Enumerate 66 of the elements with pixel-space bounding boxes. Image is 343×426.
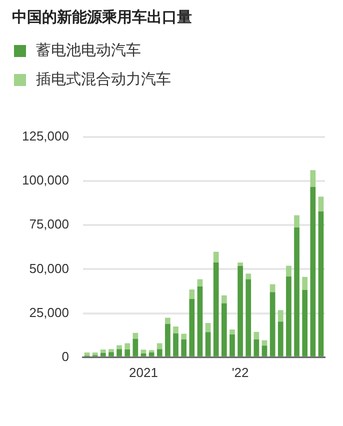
x-tick-label: 2021: [129, 364, 158, 380]
bar: [230, 334, 235, 356]
bar: [221, 295, 227, 304]
bar: [294, 227, 300, 356]
bar: [124, 349, 130, 356]
bar: [318, 211, 324, 356]
y-tick-label: 0: [62, 348, 69, 364]
y-tick-label: 100,000: [22, 172, 69, 188]
bar: [246, 279, 252, 356]
legend-label: 插电式混合动力汽车: [36, 70, 171, 89]
legend-label: 蓄电池电动汽车: [36, 41, 141, 60]
bar: [197, 286, 203, 356]
bar: [310, 170, 316, 187]
bar: [262, 346, 268, 356]
bar: [173, 333, 178, 356]
bar: [181, 339, 187, 356]
bar: [100, 349, 106, 353]
bar: [197, 279, 203, 287]
bar: [213, 252, 219, 263]
bar: [254, 332, 260, 340]
bar: [189, 299, 195, 356]
bar: [318, 196, 324, 212]
bar: [294, 215, 300, 228]
bar: [100, 352, 106, 356]
bar: [148, 352, 154, 356]
bar: [278, 310, 284, 322]
bar: [310, 186, 316, 356]
bar: [132, 338, 138, 356]
bar: [124, 343, 130, 350]
bar: [246, 274, 252, 280]
bar: [205, 323, 211, 332]
bar: [270, 292, 276, 356]
bar: [286, 266, 292, 276]
bar: [254, 339, 260, 356]
bar: [286, 276, 292, 356]
bar: [165, 318, 170, 324]
bar: [221, 303, 227, 356]
bar: [108, 352, 114, 356]
bar: [213, 262, 219, 356]
bar: [189, 290, 195, 300]
bar: [181, 334, 187, 340]
bar: [140, 354, 146, 356]
bar: [116, 345, 122, 350]
bar: [140, 350, 146, 354]
bar: [92, 352, 98, 356]
bar: [238, 262, 243, 266]
chart-title: 中国的新能源乘用车出口量: [12, 8, 193, 27]
bar: [132, 332, 138, 339]
y-tick-label: 25,000: [29, 304, 69, 320]
bar: [116, 349, 122, 356]
bar: [302, 290, 308, 356]
y-tick-label: 50,000: [29, 260, 69, 276]
bar: [108, 349, 114, 352]
bar: [238, 266, 243, 356]
bar: [270, 284, 276, 292]
bar: [173, 326, 178, 334]
bar: [156, 349, 162, 356]
bar: [302, 276, 308, 290]
bar: [278, 322, 284, 356]
y-tick-label: 125,000: [22, 128, 69, 144]
bar: [230, 330, 235, 334]
bar: [205, 332, 211, 356]
bar: [156, 343, 162, 350]
x-tick-label: '22: [232, 364, 249, 380]
y-tick-label: 75,000: [29, 216, 69, 232]
bar: [165, 324, 170, 356]
